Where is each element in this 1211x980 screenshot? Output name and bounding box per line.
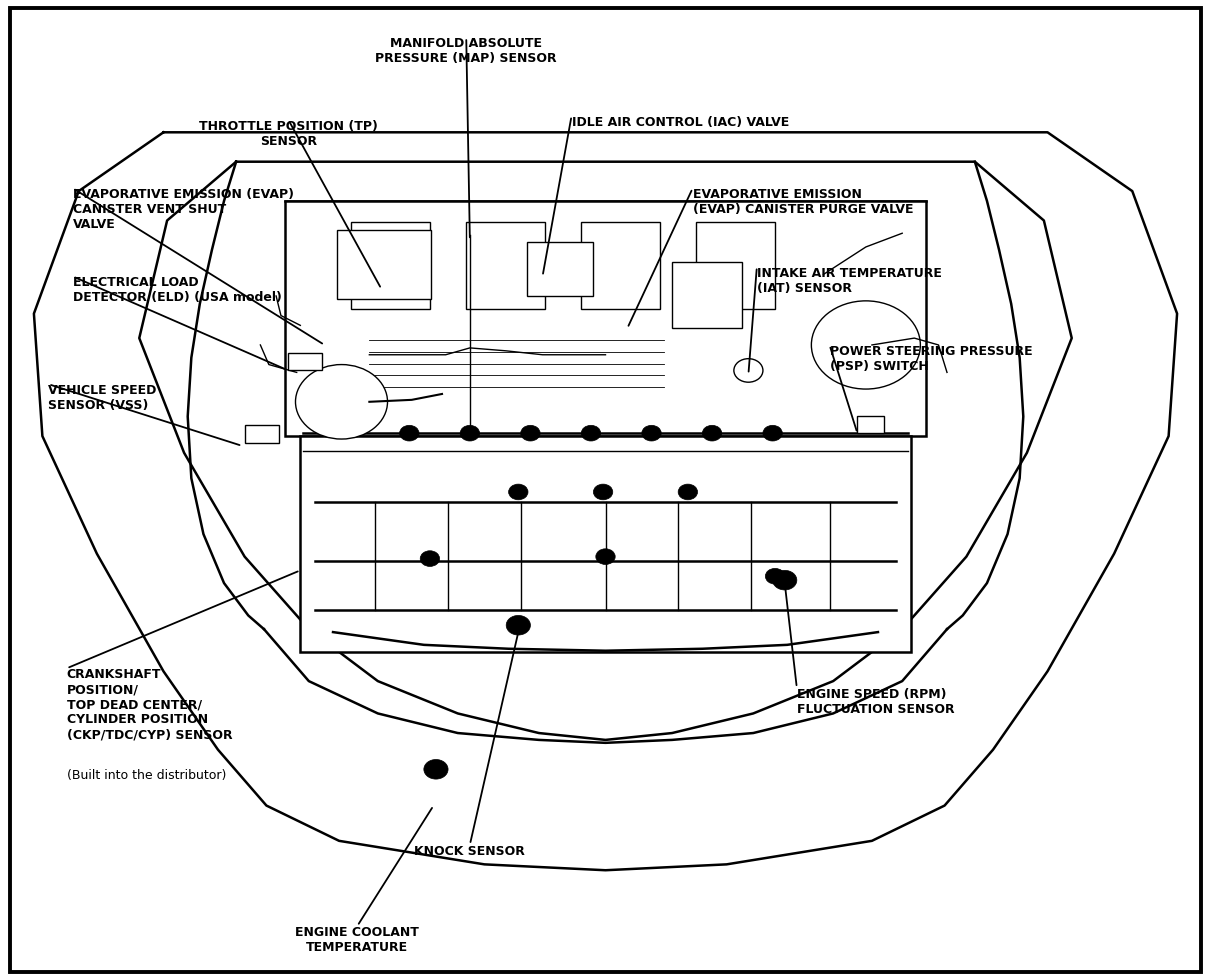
Text: ENGINE COOLANT
TEMPERATURE: ENGINE COOLANT TEMPERATURE [295, 926, 419, 955]
Circle shape [734, 359, 763, 382]
Circle shape [593, 484, 613, 500]
Circle shape [581, 425, 601, 441]
Bar [288, 353, 322, 370]
Polygon shape [34, 132, 1177, 870]
Circle shape [702, 425, 722, 441]
Text: (Built into the distributor): (Built into the distributor) [67, 769, 226, 782]
Text: VEHICLE SPEED
SENSOR (VSS): VEHICLE SPEED SENSOR (VSS) [48, 384, 156, 413]
Text: INTAKE AIR TEMPERATURE
(IAT) SENSOR: INTAKE AIR TEMPERATURE (IAT) SENSOR [757, 267, 942, 295]
Circle shape [400, 425, 419, 441]
Text: MANIFOLD ABSOLUTE
PRESSURE (MAP) SENSOR: MANIFOLD ABSOLUTE PRESSURE (MAP) SENSOR [375, 37, 557, 66]
Circle shape [460, 425, 480, 441]
Bar [581, 222, 660, 309]
Circle shape [811, 301, 920, 389]
Text: ENGINE SPEED (RPM)
FLUCTUATION SENSOR: ENGINE SPEED (RPM) FLUCTUATION SENSOR [797, 688, 954, 716]
Bar [857, 416, 884, 433]
Circle shape [295, 365, 388, 439]
Text: KNOCK SENSOR: KNOCK SENSOR [414, 845, 526, 858]
Text: EVAPORATIVE EMISSION (EVAP)
CANISTER VENT SHUT
VALVE: EVAPORATIVE EMISSION (EVAP) CANISTER VEN… [73, 188, 293, 231]
Polygon shape [139, 162, 1072, 740]
Circle shape [424, 760, 448, 779]
Bar [466, 222, 545, 309]
Bar [527, 242, 593, 296]
Circle shape [420, 551, 440, 566]
Circle shape [763, 425, 782, 441]
Bar [285, 201, 926, 436]
Text: ELECTRICAL LOAD
DETECTOR (ELD) (USA model): ELECTRICAL LOAD DETECTOR (ELD) (USA mode… [73, 276, 281, 305]
Circle shape [521, 425, 540, 441]
Circle shape [509, 484, 528, 500]
Bar [696, 222, 775, 309]
Circle shape [765, 568, 785, 584]
Bar [672, 262, 742, 328]
Bar [337, 230, 431, 299]
Circle shape [506, 615, 530, 635]
Bar [245, 425, 279, 443]
Bar [351, 222, 430, 309]
Circle shape [642, 425, 661, 441]
Text: CRANKSHAFT
POSITION/
TOP DEAD CENTER/
CYLINDER POSITION
(CKP/TDC/CYP) SENSOR: CRANKSHAFT POSITION/ TOP DEAD CENTER/ CY… [67, 668, 233, 741]
Circle shape [596, 549, 615, 564]
Text: EVAPORATIVE EMISSION
(EVAP) CANISTER PURGE VALVE: EVAPORATIVE EMISSION (EVAP) CANISTER PUR… [693, 188, 913, 217]
Circle shape [678, 484, 698, 500]
Circle shape [773, 570, 797, 590]
Text: POWER STEERING PRESSURE
(PSP) SWITCH: POWER STEERING PRESSURE (PSP) SWITCH [830, 345, 1032, 373]
Bar [300, 436, 911, 652]
Text: IDLE AIR CONTROL (IAC) VALVE: IDLE AIR CONTROL (IAC) VALVE [572, 116, 788, 128]
Text: THROTTLE POSITION (TP)
SENSOR: THROTTLE POSITION (TP) SENSOR [199, 120, 378, 148]
